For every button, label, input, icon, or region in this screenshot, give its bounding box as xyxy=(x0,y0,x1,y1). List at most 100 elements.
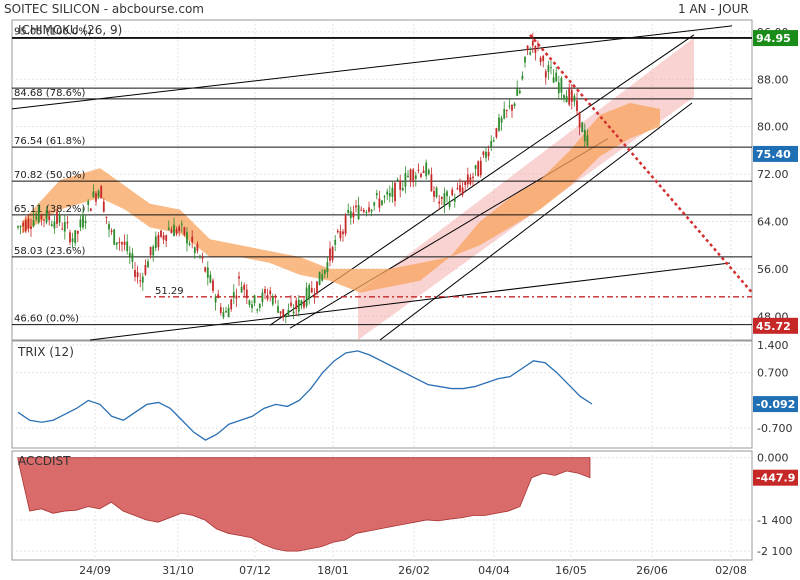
trix-panel: 1.400 0.700 -0.700 TRIX (12) xyxy=(12,339,792,441)
candle-body xyxy=(188,243,191,245)
candle-body xyxy=(550,67,552,69)
candle-body xyxy=(352,212,355,218)
candle-body xyxy=(524,56,526,63)
candle-body xyxy=(503,108,506,119)
accdist-panel: 0.000 -1 400 -2 100 ACCDIST xyxy=(12,452,792,558)
candle-body xyxy=(404,172,407,187)
candle-body xyxy=(487,151,490,157)
high-value-badge: 94.95 xyxy=(756,32,791,45)
candle-body xyxy=(175,229,178,235)
candle-body xyxy=(388,193,391,197)
candle-body xyxy=(375,193,378,196)
last-price-badge: 75.40 xyxy=(756,148,791,161)
y-tick-label: 88.00 xyxy=(757,73,789,86)
candle-body xyxy=(329,248,331,261)
candle-body xyxy=(66,222,69,224)
candle-body xyxy=(269,290,272,295)
candle-body xyxy=(492,140,495,142)
fib-level-label: 65.11 (38.2%) xyxy=(14,204,85,215)
candle-body xyxy=(144,264,147,275)
candle-body xyxy=(219,307,222,313)
candle-body xyxy=(539,57,542,63)
candle-body xyxy=(326,261,329,273)
candle-body xyxy=(339,231,342,239)
candle-body xyxy=(414,175,417,179)
x-tick-label: 02/08 xyxy=(715,564,747,577)
trix-line xyxy=(17,350,593,441)
candle-body xyxy=(45,210,48,223)
candle-body xyxy=(139,280,142,282)
candle-body xyxy=(32,220,35,227)
candle-body xyxy=(277,306,279,313)
candle-body xyxy=(279,311,282,314)
candle-body xyxy=(383,196,386,198)
candle-body xyxy=(240,286,243,293)
candle-body xyxy=(531,41,534,46)
candle-body xyxy=(204,267,207,272)
candle-body xyxy=(417,169,420,171)
candle-body xyxy=(495,128,498,138)
candle-body xyxy=(401,188,404,191)
candle-body xyxy=(461,187,464,195)
candle-body xyxy=(63,222,66,232)
accdist-last-badge: -447.9 xyxy=(756,472,795,485)
app-title: SOITEC SILICON - abcbourse.com xyxy=(4,2,204,16)
candle-body xyxy=(186,232,188,244)
long-trend-line-top xyxy=(11,25,733,110)
candle-body xyxy=(193,247,196,254)
candle-body xyxy=(370,209,373,212)
candle-body xyxy=(123,241,126,245)
candle-body xyxy=(537,43,539,45)
candle-body xyxy=(225,310,227,313)
candle-body xyxy=(206,267,209,278)
candle-body xyxy=(292,311,295,314)
x-tick-label: 16/05 xyxy=(555,564,587,577)
candle-body xyxy=(355,205,357,208)
candle-body xyxy=(310,287,313,293)
fib-level-label: 76.54 (61.8%) xyxy=(14,136,85,147)
accdist-panel-title: ACCDIST xyxy=(18,454,71,468)
candle-body xyxy=(451,189,454,196)
candle-body xyxy=(336,230,339,233)
candle-body xyxy=(141,276,144,283)
candle-body xyxy=(373,202,376,206)
candle-body xyxy=(297,299,300,312)
candle-body xyxy=(313,294,316,297)
candle-body xyxy=(136,272,139,278)
accdist-area xyxy=(17,457,591,552)
low-value-badge: 45.72 xyxy=(756,320,791,333)
low-value-badge-bg xyxy=(753,317,798,334)
channel-lower-line xyxy=(379,102,693,341)
candle-body xyxy=(391,187,394,197)
candle-body xyxy=(565,96,568,103)
candle-body xyxy=(238,276,240,279)
candle-body xyxy=(27,218,30,229)
candle-body xyxy=(331,246,334,261)
candle-body xyxy=(316,281,318,294)
candle-body xyxy=(485,151,487,158)
x-tick-label: 18/01 xyxy=(317,564,349,577)
candle-body xyxy=(544,71,547,78)
candle-body xyxy=(180,223,183,225)
candle-body xyxy=(521,75,524,80)
candle-body xyxy=(479,160,482,176)
candle-body xyxy=(82,214,84,228)
candle-body xyxy=(430,174,433,192)
candle-body xyxy=(464,181,467,186)
candle-body xyxy=(378,198,381,208)
trix-last-badge: -0.092 xyxy=(756,398,795,411)
candle-body xyxy=(102,201,105,212)
x-tick-label: 26/02 xyxy=(398,564,430,577)
candle-body xyxy=(76,230,79,234)
candle-body xyxy=(110,230,113,232)
candle-body xyxy=(261,292,264,303)
candle-body xyxy=(251,304,253,309)
price-panel: 96.0088.0080.0072.0064.0056.0048.0095.05… xyxy=(11,23,789,341)
candle-body xyxy=(121,242,123,245)
candle-body xyxy=(422,170,425,174)
candle-body xyxy=(157,234,160,248)
x-tick-label: 04/04 xyxy=(478,564,510,577)
candle-body xyxy=(170,229,173,234)
candle-body xyxy=(440,197,443,199)
